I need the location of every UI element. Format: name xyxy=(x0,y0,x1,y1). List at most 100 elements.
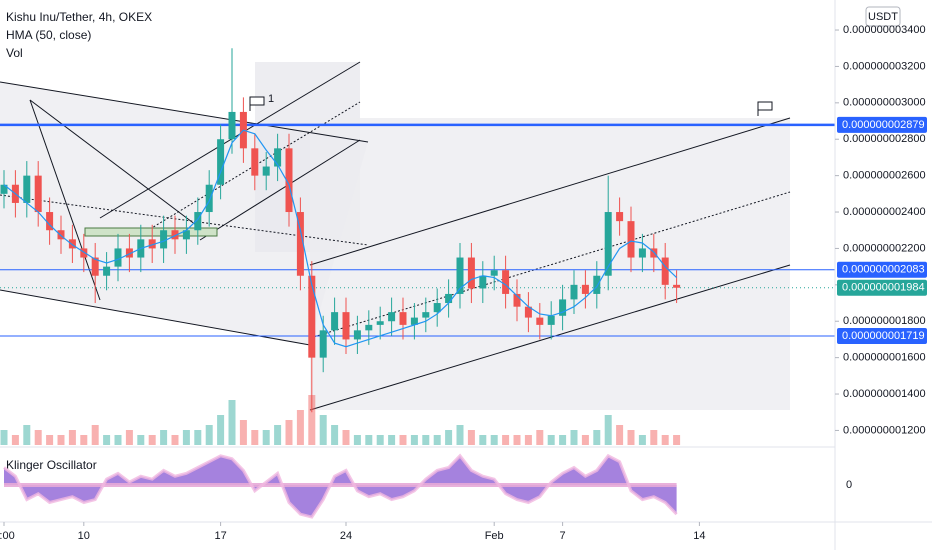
x-tick-label: Feb xyxy=(485,530,504,542)
y-tick-label: 0.000000002400 xyxy=(843,206,926,218)
candle-body xyxy=(581,284,589,294)
volume-bar xyxy=(650,430,658,445)
layers xyxy=(0,48,835,445)
candle-body xyxy=(296,212,304,276)
trend-line xyxy=(99,61,361,219)
trend-line xyxy=(0,81,369,143)
volume-bar xyxy=(524,435,532,445)
candle-body xyxy=(171,230,179,240)
candle-body xyxy=(410,317,418,325)
volume-bar xyxy=(137,435,145,445)
candle-body xyxy=(57,230,65,240)
candle-body xyxy=(490,270,498,276)
volume-bar xyxy=(638,435,646,445)
candle-body xyxy=(308,275,316,358)
volume-bar xyxy=(559,435,567,445)
volume-bar xyxy=(217,415,225,445)
volume-bar xyxy=(536,430,544,445)
y-tick-label: 0.000000002800 xyxy=(843,133,926,145)
price-label: 0.000000001984 xyxy=(842,282,925,294)
candle-body xyxy=(445,293,453,304)
candle-body xyxy=(205,184,213,213)
price-label-box xyxy=(837,116,927,133)
candle-body xyxy=(285,148,293,213)
label-bg xyxy=(3,456,99,474)
candle-body xyxy=(251,148,259,176)
candle-body xyxy=(399,312,407,325)
price-label: 0.000000002083 xyxy=(842,264,925,276)
volume-bar xyxy=(570,430,578,445)
indicator-label: HMA (50, close) xyxy=(6,28,91,42)
volume-bar xyxy=(262,430,270,445)
candle-body xyxy=(342,312,350,340)
volume-bar xyxy=(456,425,464,445)
volume-bar xyxy=(274,425,282,445)
candle-body xyxy=(638,248,646,258)
volume-bar xyxy=(376,435,384,445)
volume-bar xyxy=(616,425,624,445)
y-tick-label: 0.000000003000 xyxy=(843,97,926,109)
trend-line xyxy=(0,194,369,246)
candle-body xyxy=(23,175,31,203)
volume-bar xyxy=(342,430,350,445)
oscillator-title: Klinger Oscillator xyxy=(6,458,97,472)
candle-body xyxy=(319,330,327,358)
candle-body xyxy=(46,212,54,231)
volume-bar xyxy=(0,430,8,445)
trend-line xyxy=(149,101,361,230)
hma-line xyxy=(3,129,678,348)
x-tick-label: 14 xyxy=(693,530,705,542)
volume-bar xyxy=(353,435,361,445)
volume-bar xyxy=(399,435,407,445)
volume-bar xyxy=(114,435,122,445)
volume-bar xyxy=(285,420,293,445)
volume-label: Vol xyxy=(6,46,23,60)
candle-body xyxy=(536,317,544,325)
y-tick-label: 0.000000002600 xyxy=(843,170,926,182)
volume-bar xyxy=(46,435,54,445)
volume-bar xyxy=(296,410,304,445)
chart-title: Kishu Inu/Tether, 4h, OKEX xyxy=(6,10,152,24)
candle-body xyxy=(593,275,601,294)
candle-body xyxy=(68,239,76,249)
candle-body xyxy=(217,139,225,185)
candle-body xyxy=(103,266,111,276)
candle-body xyxy=(627,221,635,258)
volume-bar xyxy=(593,430,601,445)
candle-body xyxy=(502,270,510,294)
x-tick-label: 17 xyxy=(214,530,226,542)
y-tick-label: 0.000000001200 xyxy=(843,424,926,436)
currency[interactable]: USDT xyxy=(868,11,898,23)
volume-bar xyxy=(661,435,669,445)
volume-bar xyxy=(433,435,441,445)
y-tick-label: 0.000000003400 xyxy=(843,24,926,36)
candle-body xyxy=(604,212,612,276)
volume-bar xyxy=(479,435,487,445)
candle-body xyxy=(376,321,384,325)
candle-body xyxy=(559,299,567,316)
candle-body xyxy=(388,312,396,322)
candle-body xyxy=(114,248,122,267)
candle-body xyxy=(0,184,8,194)
price-label-box xyxy=(837,327,927,344)
annotation: 1 xyxy=(268,93,274,105)
volume-bar xyxy=(422,435,430,445)
volume-bar xyxy=(467,430,475,445)
volume-bar xyxy=(445,430,453,445)
candle-body xyxy=(80,248,88,258)
trend-line xyxy=(29,99,201,229)
currency-box[interactable] xyxy=(865,6,901,27)
price-label: 0.000000001719 xyxy=(842,330,925,342)
volume-bar xyxy=(194,430,202,445)
volume-bar xyxy=(410,435,418,445)
x-tick-label: 7 xyxy=(560,530,566,542)
y-tick-label: 0.000000001600 xyxy=(843,352,926,364)
volume-bar xyxy=(581,435,589,445)
candle-body xyxy=(125,248,133,258)
volume-bar xyxy=(513,435,521,445)
trend-line xyxy=(309,264,791,411)
trend-line xyxy=(29,99,101,301)
volume-bar xyxy=(547,435,555,445)
volume-bar xyxy=(331,425,339,445)
x-tick-label: 24 xyxy=(340,530,352,542)
